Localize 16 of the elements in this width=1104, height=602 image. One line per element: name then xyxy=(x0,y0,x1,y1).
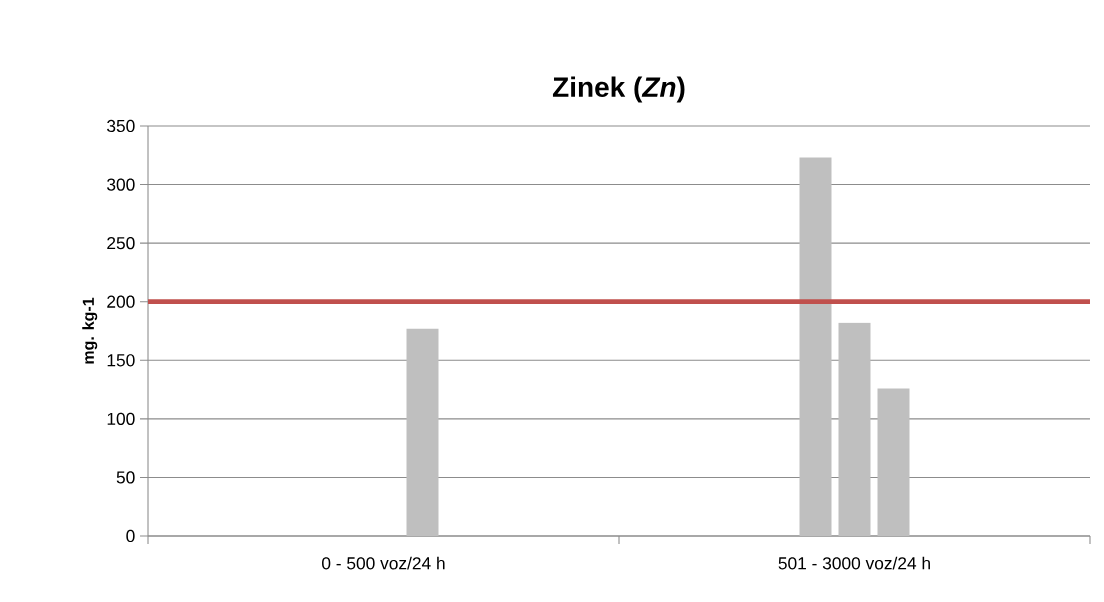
chart-title: Zinek (Zn) xyxy=(552,76,685,103)
x-tick-label: 0 - 500 voz/24 h xyxy=(322,556,445,570)
y-tick-label: 300 xyxy=(107,178,135,191)
bar xyxy=(838,322,871,536)
bar xyxy=(799,157,832,536)
bar xyxy=(406,328,439,536)
y-tick-label: 200 xyxy=(107,295,135,308)
bar xyxy=(877,388,910,536)
y-tick-label: 0 xyxy=(126,529,135,543)
y-axis-title: mg. kg-1 xyxy=(82,297,98,364)
x-tick-label: 501 - 3000 voz/24 h xyxy=(778,556,930,570)
y-tick-label: 150 xyxy=(107,354,135,367)
y-tick-label: 100 xyxy=(107,412,135,425)
y-tick-label: 50 xyxy=(116,471,135,484)
y-tick-label: 350 xyxy=(107,119,135,133)
y-tick-label: 250 xyxy=(107,236,135,250)
